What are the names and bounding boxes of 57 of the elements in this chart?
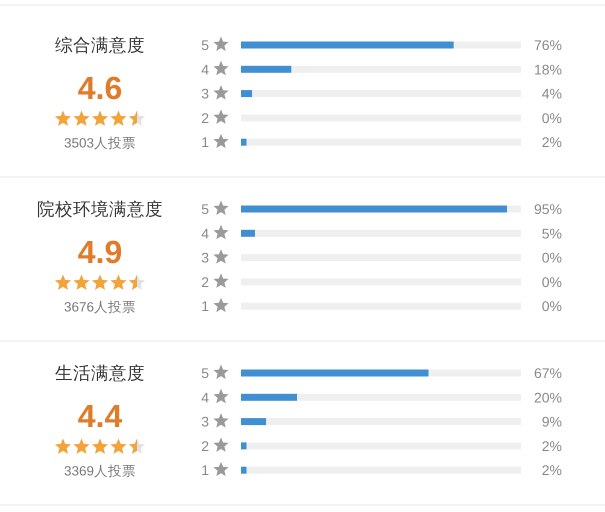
data-label: 18% — [534, 61, 562, 78]
y-tick-label: 5 — [201, 201, 210, 217]
data-label: 2% — [542, 438, 562, 454]
y-tick-label: 3 — [201, 250, 210, 266]
text: 院校环境满意度 — [37, 199, 163, 219]
data-label: 0% — [542, 110, 562, 126]
bar — [252, 90, 521, 98]
bar — [297, 394, 521, 401]
text: 4.6 — [78, 70, 122, 106]
data-label: 67% — [534, 365, 562, 381]
data-label: 2% — [542, 462, 562, 478]
data-label: 4% — [542, 86, 562, 102]
data-label: 0% — [542, 274, 562, 290]
y-tick-label: 2 — [201, 274, 210, 290]
bar — [241, 418, 266, 426]
data-label: 0% — [542, 298, 562, 314]
bar — [241, 42, 454, 48]
y-tick-label: 3 — [201, 86, 210, 102]
y-tick-label: 3 — [201, 414, 210, 430]
y-tick-label: 5 — [201, 37, 210, 53]
data-label: 2% — [542, 134, 562, 150]
data-label: 95% — [534, 201, 562, 217]
bar — [246, 138, 521, 146]
data-label: 76% — [534, 37, 562, 53]
bar — [241, 90, 252, 98]
data-label: 20% — [534, 389, 562, 406]
y-tick-label: 2 — [201, 110, 210, 126]
bar — [241, 466, 247, 474]
y-tick-label: 4 — [201, 389, 210, 406]
bar — [241, 394, 297, 401]
text: 3503人投票 — [64, 136, 136, 150]
text: 4.4 — [78, 398, 122, 434]
y-tick-label: 1 — [201, 134, 210, 150]
data-label: 5% — [542, 225, 562, 242]
bar — [428, 370, 521, 376]
text: 综合满意度 — [55, 35, 145, 55]
bar — [241, 138, 247, 146]
bar — [246, 466, 521, 474]
bar — [454, 42, 521, 48]
y-tick-label: 5 — [201, 365, 210, 381]
bar — [241, 442, 247, 450]
y-tick-label: 1 — [201, 462, 210, 478]
text: 3369人投票 — [64, 464, 136, 478]
bar — [246, 442, 521, 450]
y-tick-label: 4 — [201, 61, 210, 78]
y-tick-label: 4 — [201, 225, 210, 242]
text: 4.9 — [78, 234, 122, 270]
bar — [266, 418, 521, 426]
bar — [241, 370, 429, 376]
text: 生活满意度 — [55, 363, 145, 383]
y-tick-label: 1 — [201, 298, 210, 314]
bar — [291, 66, 521, 73]
text: 3676人投票 — [64, 300, 136, 314]
data-label: 9% — [542, 414, 562, 430]
bar — [241, 66, 292, 73]
data-label: 0% — [542, 250, 562, 266]
y-tick-label: 2 — [201, 438, 210, 454]
